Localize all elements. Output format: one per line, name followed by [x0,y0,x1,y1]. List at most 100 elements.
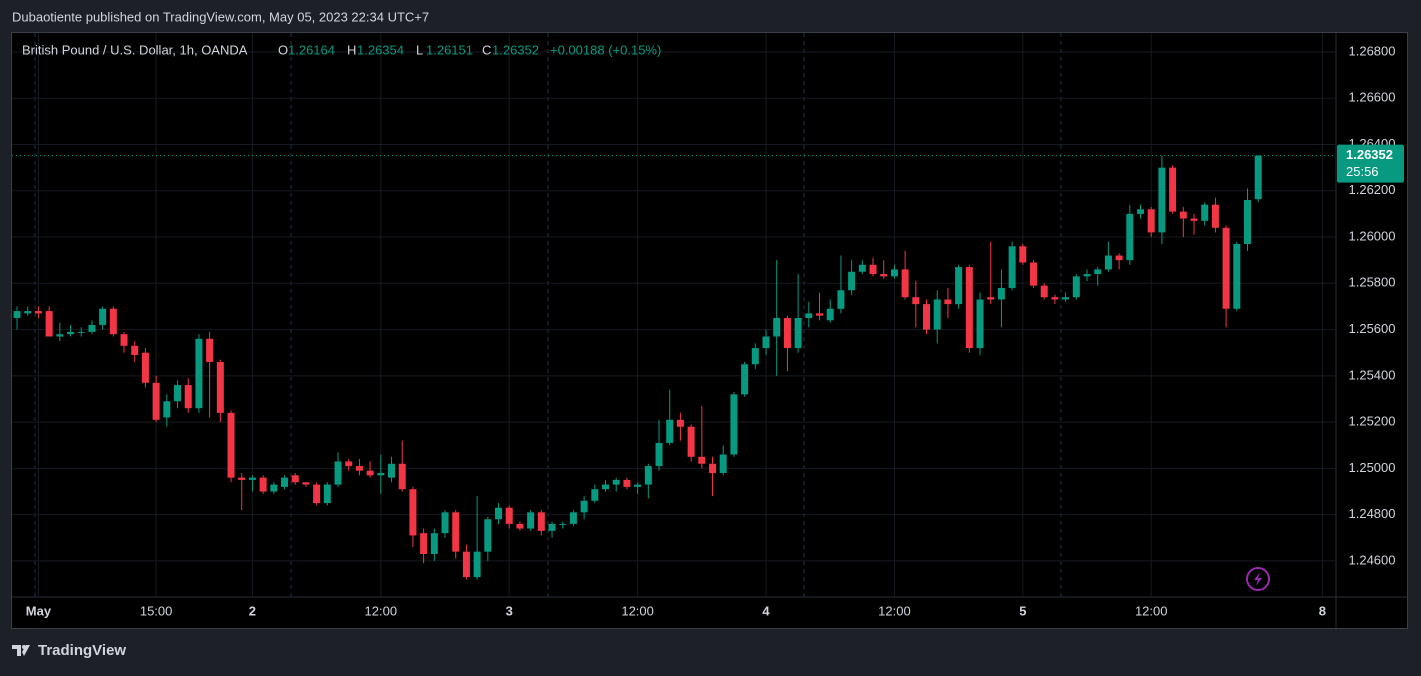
candle-body [751,348,759,365]
candle-body [676,419,684,427]
candle-body [644,466,652,485]
candle-body [1030,262,1038,286]
candle-body [56,334,64,337]
candle-body [912,297,920,305]
candle-body [366,470,374,476]
candle-body [88,324,96,332]
candle-body [377,473,385,476]
candle-body [174,385,182,402]
candle-body [1211,204,1219,228]
candle-body [462,551,470,578]
candle-body [1072,276,1080,298]
x-tick-label: May [26,603,52,618]
candle-body [452,512,460,552]
y-tick-label: 1.24600 [1349,552,1396,567]
candle-body [388,463,396,478]
legend-value: 1.26151 [426,42,473,57]
lightning-icon [1246,567,1270,591]
candle-body [131,345,139,356]
candle-body [580,500,588,513]
candle-body [484,519,492,552]
candle-body [1115,255,1123,261]
candle-body [120,334,128,346]
brand-logo [12,645,30,656]
candle-body [944,299,952,305]
candle-body [923,304,931,330]
candle-body [184,385,192,409]
candle-body [965,267,973,349]
session-breaks [34,33,1062,597]
candle-body [901,269,909,298]
candle-body [1019,246,1027,263]
candle-body [1040,285,1048,298]
candle-body [206,338,214,362]
legend-value: 1.26164 [288,42,335,57]
candle-body [1137,209,1145,214]
candle-body [976,299,984,349]
candle-body [334,461,342,485]
x-tick-label: 12:00 [1135,603,1168,618]
candle-body [762,336,770,349]
candle-body [890,269,898,277]
candle-body [195,338,203,409]
countdown: 25:56 [1346,164,1379,179]
candle-body [687,426,695,457]
candle-body [1147,209,1155,233]
y-tick-label: 1.26000 [1349,228,1396,243]
candle-body [1104,255,1112,270]
candle-body [773,318,781,337]
candle-body [1008,246,1016,288]
y-tick-label: 1.25000 [1349,460,1396,475]
candle-body [602,484,610,490]
candle-body [281,477,289,487]
legend-value: 1.26352 [492,42,539,57]
legend-change: +0.00188 (+0.15%) [550,42,661,57]
candle-body [955,267,963,305]
candle-body [858,264,866,272]
candle-body [109,308,117,335]
candle-body [741,364,749,395]
candle-body [441,512,449,534]
candle-body [152,382,160,420]
candle-body [1254,155,1262,200]
candle-body [1083,274,1091,277]
candle-body [880,274,888,277]
candle-body [24,311,32,314]
candle-body [612,479,620,485]
candle-body [516,523,524,529]
legend-key: C [482,42,491,57]
candle-body [248,477,256,480]
x-tick-label: 12:00 [878,603,911,618]
candle-body [77,331,85,333]
candle-body [227,412,235,478]
candle-body [527,512,535,529]
candle-body [826,308,834,321]
symbol-title: British Pound / U.S. Dollar, 1h, OANDA [22,42,248,57]
candle-body [1233,243,1241,309]
candle-body [430,533,438,554]
candle-body [1126,213,1134,261]
candle-body [409,489,417,536]
candle-body [163,401,171,418]
y-tick-label: 1.25600 [1349,321,1396,336]
candle-body [1244,200,1252,244]
candle-body [816,313,824,316]
candle-body [1062,297,1070,300]
published-note: Dubaotiente published on TradingView.com… [12,9,429,24]
legend-key: O [278,42,288,57]
candle-body [837,290,845,309]
y-tick-label: 1.25800 [1349,275,1396,290]
y-tick-label: 1.25400 [1349,367,1396,382]
candle-body [398,463,406,490]
y-tick-label: 1.26200 [1349,182,1396,197]
candle-body [355,466,363,471]
candle-body [848,271,856,291]
candle-body [869,264,877,275]
icon-bolt [1254,572,1262,586]
candle-body [548,523,556,531]
candle-body [997,287,1005,300]
candle-body [698,456,706,464]
candle-body [655,442,663,467]
candle-body [1158,167,1166,233]
